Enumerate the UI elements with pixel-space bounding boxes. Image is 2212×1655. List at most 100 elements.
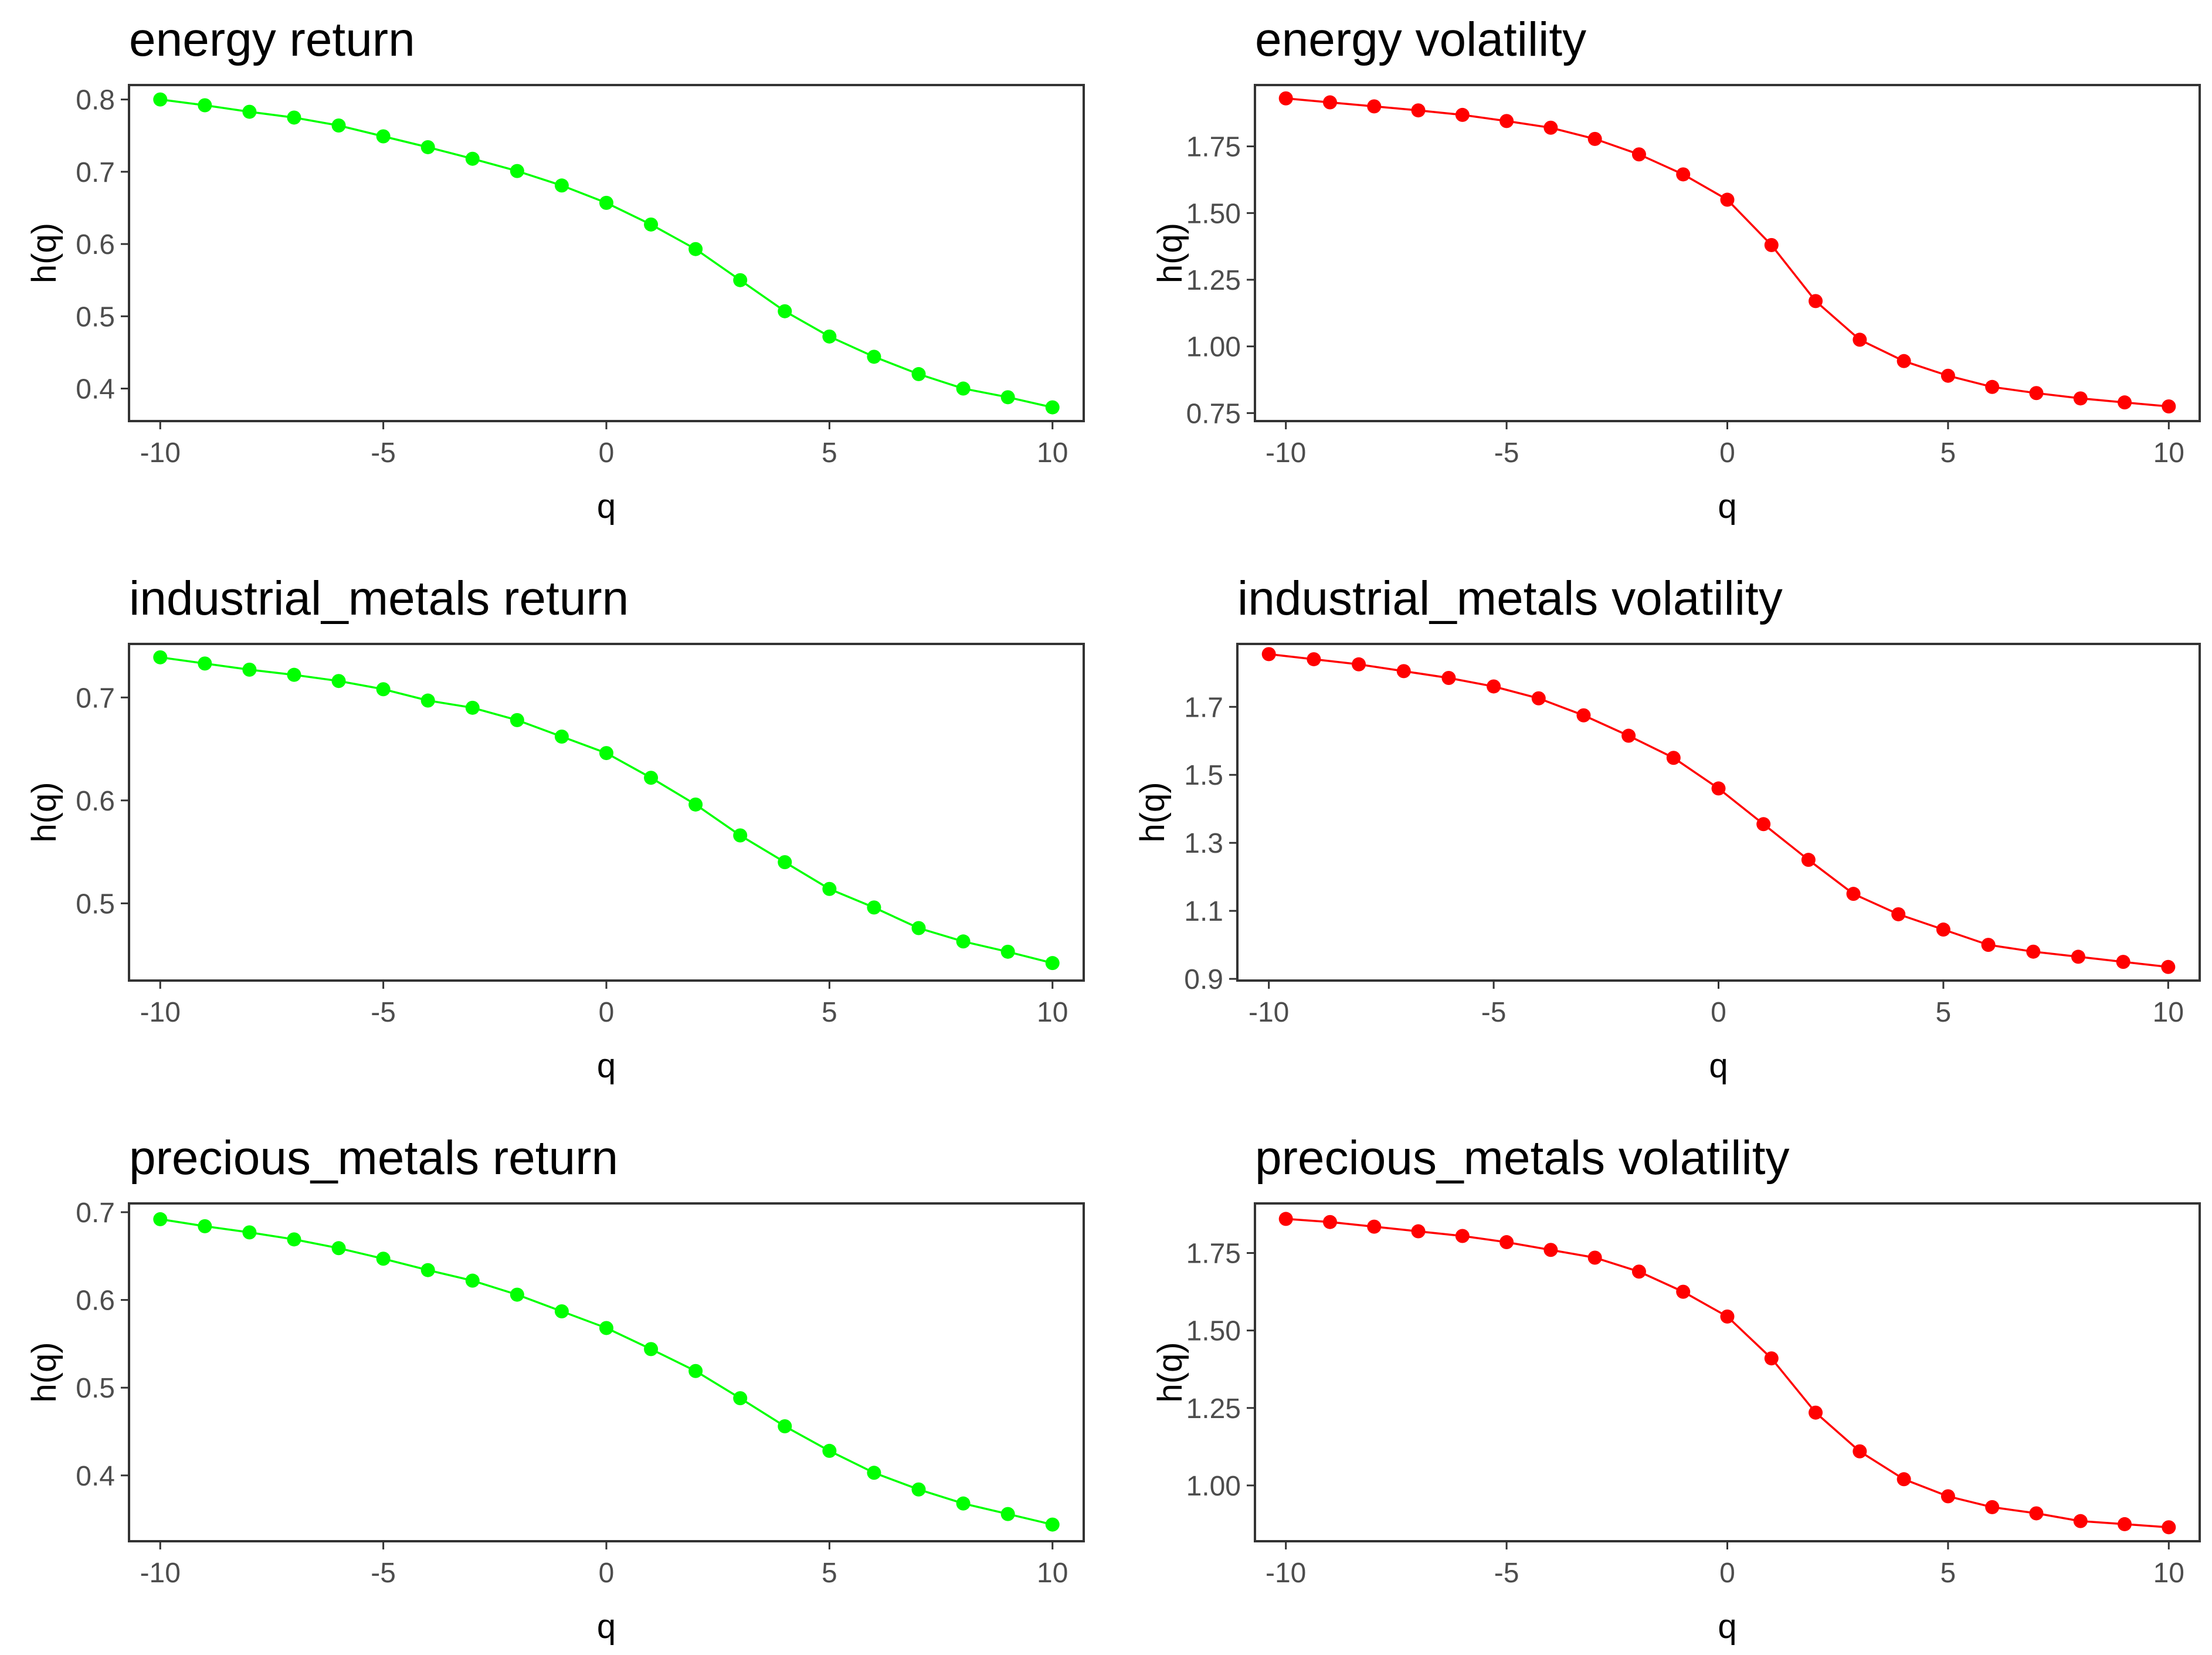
chart-title: precious_metals volatility <box>1255 1131 1790 1185</box>
chart-title: industrial_metals return <box>129 572 629 625</box>
data-point <box>956 381 971 396</box>
data-point <box>420 1263 435 1277</box>
data-point <box>376 129 391 144</box>
data-point <box>242 662 257 677</box>
data-point <box>1322 95 1337 110</box>
x-tick-label: 5 <box>1940 438 1956 469</box>
y-tick-label: 0.75 <box>1186 398 1241 429</box>
data-point <box>1543 120 1558 135</box>
plot-frame <box>1236 643 2201 982</box>
data-point <box>1711 781 1726 796</box>
data-point <box>554 178 569 193</box>
data-point <box>1809 1405 1823 1420</box>
data-point <box>510 164 524 178</box>
chart-title: industrial_metals volatility <box>1237 572 1783 625</box>
data-point <box>2118 1517 2132 1531</box>
data-point <box>1587 131 1602 146</box>
series-line <box>160 656 1053 964</box>
x-tick-label: -5 <box>371 997 396 1028</box>
data-point <box>688 1364 703 1378</box>
chart-title: energy volatility <box>1255 13 1586 66</box>
data-point <box>822 329 837 344</box>
data-point <box>242 104 257 119</box>
series-line <box>1285 97 2169 408</box>
x-tick-label: 0 <box>599 438 615 469</box>
x-tick-label: 0 <box>1711 997 1726 1028</box>
x-tick-label: 0 <box>1719 1558 1735 1589</box>
y-tick-label: 0.4 <box>76 374 115 405</box>
data-point <box>465 151 480 166</box>
y-tick-label: 1.25 <box>1186 1393 1241 1425</box>
data-point <box>1666 751 1681 765</box>
chart-panel-6: precious_metals volatility -10 -5 0 5 10 1.00 1… <box>1151 1131 2201 1646</box>
data-point <box>956 1496 971 1511</box>
data-point <box>733 1391 748 1406</box>
data-point <box>822 881 837 896</box>
data-point <box>2162 399 2176 413</box>
series-line <box>1285 1217 2169 1528</box>
x-tick-label: 10 <box>2153 997 2184 1028</box>
data-point <box>1940 1489 1955 1504</box>
x-axis-label: q <box>597 487 616 525</box>
data-point <box>956 934 971 949</box>
data-point <box>1352 657 1366 672</box>
x-tick-label: 5 <box>822 438 837 469</box>
x-tick-label: 0 <box>1719 438 1735 469</box>
data-point <box>688 242 703 256</box>
data-point <box>1000 390 1015 405</box>
x-axis-label: q <box>597 1607 616 1646</box>
data-point <box>2161 959 2176 974</box>
data-point <box>1801 853 1816 867</box>
data-point <box>1411 103 1426 118</box>
data-point <box>2118 395 2132 410</box>
y-tick-label: 0.7 <box>76 1198 115 1229</box>
x-tick-label: 0 <box>599 997 615 1028</box>
data-point <box>1621 728 1636 743</box>
data-point <box>644 771 659 785</box>
data-point <box>1045 1517 1060 1532</box>
data-point <box>778 1419 792 1434</box>
data-point <box>822 1443 837 1458</box>
data-point <box>1940 368 1955 383</box>
data-point <box>911 921 926 935</box>
plot-frame <box>1254 1202 2201 1542</box>
data-point <box>1764 1351 1779 1366</box>
data-point <box>287 110 301 125</box>
y-axis-label: h(q) <box>1151 1342 1189 1402</box>
x-tick-label: -10 <box>140 438 181 469</box>
x-tick-label: -10 <box>140 1558 181 1589</box>
chart-panel-4: industrial_metals volatility -10 -5 0 5 10 0.9… <box>1134 572 2201 1085</box>
y-tick-label: 0.6 <box>76 786 115 817</box>
y-tick-label: 1.50 <box>1186 198 1241 229</box>
data-point <box>153 92 168 107</box>
data-point <box>1322 1215 1337 1229</box>
data-point <box>1853 1444 1867 1459</box>
plot-frame <box>128 643 1085 982</box>
data-point <box>2029 386 2044 401</box>
x-tick-label: -10 <box>1266 1558 1306 1589</box>
data-point <box>1676 167 1691 182</box>
y-tick-label: 0.7 <box>76 683 115 714</box>
data-point <box>198 98 212 113</box>
y-tick-label: 1.75 <box>1186 132 1241 163</box>
chart-title: precious_metals return <box>129 1131 618 1185</box>
data-point <box>242 1225 257 1240</box>
data-point <box>867 1466 881 1480</box>
data-point <box>1720 1309 1735 1324</box>
data-point <box>420 693 435 708</box>
data-point <box>420 140 435 154</box>
data-point <box>1676 1284 1691 1299</box>
series-line <box>160 98 1053 409</box>
data-point <box>1278 1212 1293 1226</box>
data-point <box>1367 99 1382 114</box>
data-point <box>1000 1507 1015 1521</box>
data-point <box>1576 708 1591 723</box>
data-point <box>2029 1506 2044 1521</box>
x-tick-label: -5 <box>371 438 396 469</box>
x-tick-label: 0 <box>599 1558 615 1589</box>
y-tick-label: 1.25 <box>1186 265 1241 296</box>
data-point <box>1261 647 1276 662</box>
chart-panel-3: industrial_metals return -10 -5 0 5 10 0.5 0.6 0… <box>25 572 1085 1085</box>
x-axis-label: q <box>1709 1047 1728 1085</box>
